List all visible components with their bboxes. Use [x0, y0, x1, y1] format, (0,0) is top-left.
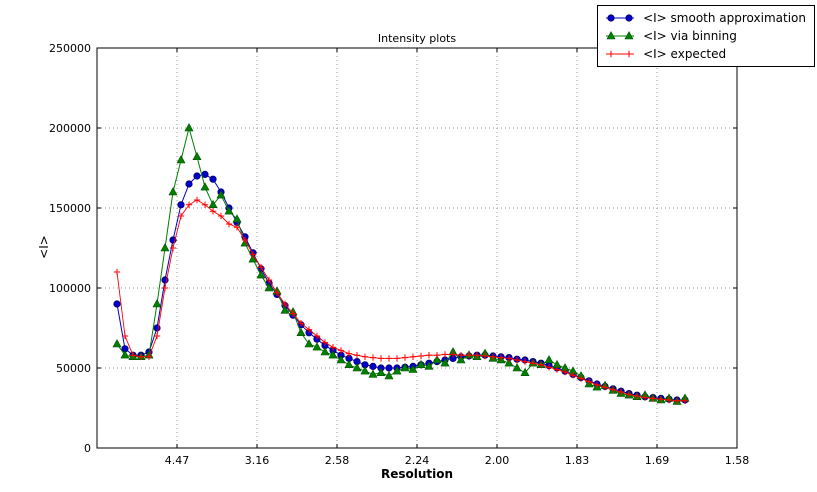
- y-tick-label: 100000: [49, 282, 91, 295]
- y-tick-label: 250000: [49, 42, 91, 55]
- x-tick-label: 2.58: [325, 454, 350, 467]
- y-tick-label: 150000: [49, 202, 91, 215]
- x-tick-label: 1.69: [645, 454, 670, 467]
- x-tick-label: 4.47: [165, 454, 190, 467]
- series-1-markers: [112, 123, 690, 405]
- x-tick-label: 2.24: [405, 454, 430, 467]
- x-tick-label: 1.58: [725, 454, 750, 467]
- tick-marks: [97, 47, 738, 449]
- x-tick-label: 3.16: [245, 454, 270, 467]
- series-2-markers: [113, 196, 689, 404]
- legend-item-smooth-approximation: <I> smooth approximation: [604, 10, 806, 26]
- series-2: [113, 196, 689, 404]
- legend-label: <I> via binning: [643, 29, 737, 43]
- chart-title: Intensity plots: [377, 32, 457, 45]
- x-tick-label: 1.83: [565, 454, 590, 467]
- series-1: [112, 123, 690, 405]
- legend-item-expected: <I> expected: [604, 46, 806, 62]
- legend-item-via-binning: <I> via binning: [604, 28, 806, 44]
- y-axis-label: <I>: [37, 235, 51, 259]
- series-1-line: [116, 126, 686, 403]
- legend-sample-circle-icon: [606, 14, 635, 22]
- gridlines: [97, 47, 738, 449]
- x-tick-label: 2.00: [485, 454, 510, 467]
- legend-label: <I> smooth approximation: [643, 11, 806, 25]
- legend-label: <I> expected: [643, 47, 727, 61]
- y-tick-label: 50000: [56, 362, 91, 375]
- legend-sample-plus-icon: [606, 50, 635, 58]
- x-axis-label: Resolution: [380, 467, 454, 481]
- legend-sample-triangle-icon: [606, 31, 635, 40]
- legend: <I> smooth approximation <I> via binning…: [597, 5, 815, 67]
- tick-labels: 4.47 3.16 2.58 2.24 2.00 1.83 1.69 1.58 0 50000 10…: [49, 42, 749, 467]
- series-2-line: [116, 199, 685, 402]
- y-tick-label: 0: [84, 442, 91, 455]
- y-tick-label: 200000: [49, 122, 91, 135]
